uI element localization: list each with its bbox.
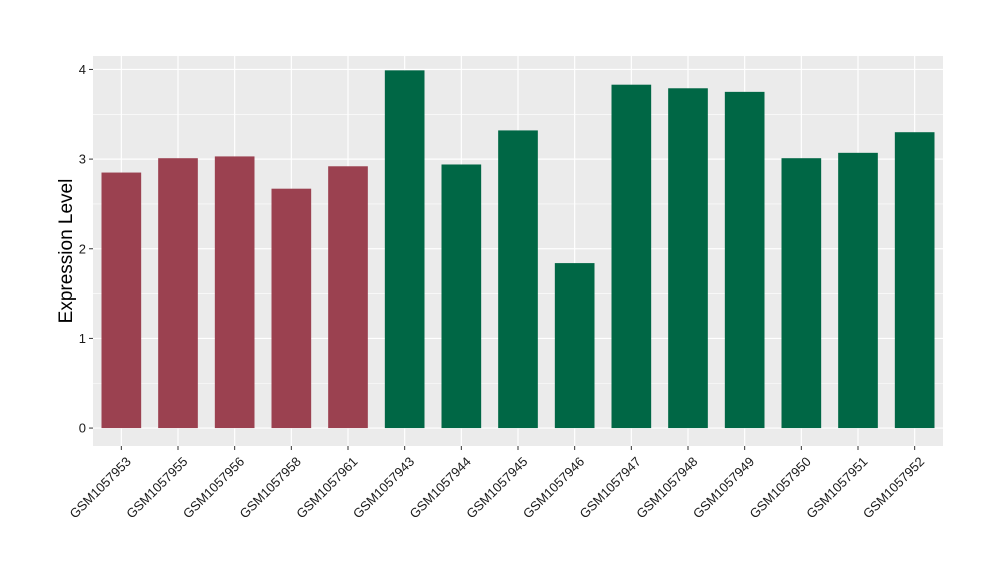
bar-GSM1057947 [611,84,652,429]
y-tick-label: 3 [79,152,86,167]
bar-GSM1057945 [498,130,538,429]
y-tick-label: 0 [79,421,86,436]
bar-GSM1057952 [894,132,935,429]
bar-GSM1057948 [668,88,708,429]
bar-GSM1057958 [271,188,312,429]
y-tick-label: 1 [79,331,86,346]
bar-GSM1057946 [554,263,595,429]
bar-GSM1057944 [441,164,482,429]
x-axis: GSM1057953GSM1057955GSM1057956GSM1057958… [67,446,927,521]
y-tick-label: 2 [79,241,86,256]
bar-GSM1057943 [384,70,425,429]
bar-GSM1057956 [214,156,255,429]
y-tick-label: 4 [79,62,86,77]
bar-GSM1057951 [838,152,878,429]
bar-GSM1057961 [328,166,368,429]
bar-GSM1057955 [158,158,198,429]
bar-GSM1057953 [101,172,142,429]
bar-GSM1057949 [724,91,765,429]
y-axis-title: Expression Level [56,179,77,324]
y-axis: 0 1 2 3 4 [79,62,93,436]
bars [101,70,935,429]
bar-GSM1057950 [781,158,822,429]
